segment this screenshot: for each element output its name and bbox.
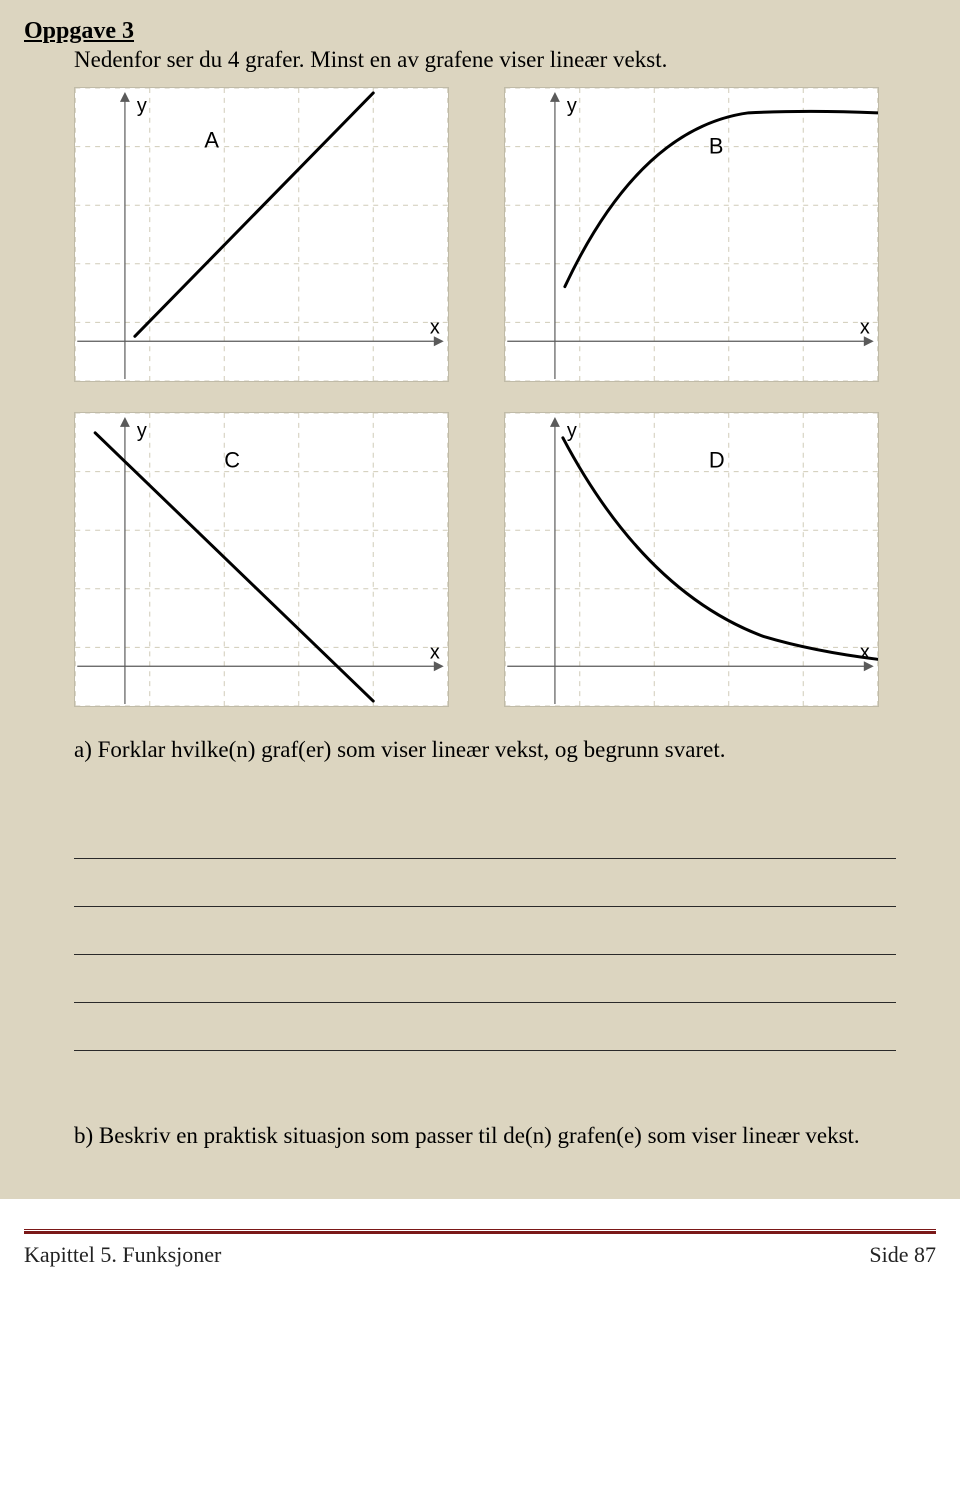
svg-text:A: A [204, 128, 219, 153]
footer-text: Kapittel 5. Funksjoner Side 87 [24, 1242, 936, 1268]
graph-row-2: y x C y x D [74, 412, 936, 707]
question-a: a) Forklar hvilke(n) graf(er) som viser … [74, 737, 936, 763]
svg-text:x: x [860, 641, 870, 663]
svg-text:y: y [567, 420, 577, 442]
footer-left: Kapittel 5. Funksjoner [24, 1242, 221, 1268]
answer-line [74, 907, 896, 955]
task-intro: Nedenfor ser du 4 grafer. Minst en av gr… [74, 47, 936, 73]
svg-text:C: C [224, 448, 240, 473]
graph-a: y x A [75, 88, 448, 381]
svg-text:B: B [709, 134, 724, 159]
graph-panel-c: y x C [74, 412, 449, 707]
exercise-box: Oppgave 3 Nedenfor ser du 4 grafer. Mins… [0, 0, 960, 1199]
svg-text:y: y [137, 95, 147, 117]
graphs-container: y x A y x B y x C y x D [74, 87, 936, 707]
svg-text:x: x [430, 641, 440, 663]
graph-b: y x B [505, 88, 878, 381]
svg-text:y: y [567, 95, 577, 117]
footer-right: Side 87 [869, 1242, 936, 1268]
answer-line [74, 1003, 896, 1051]
svg-text:D: D [709, 448, 725, 473]
question-b: b) Beskriv en praktisk situasjon som pas… [74, 1123, 936, 1149]
answer-lines [74, 811, 896, 1051]
page-footer: Kapittel 5. Funksjoner Side 87 [0, 1199, 960, 1288]
graph-row-1: y x A y x B [74, 87, 936, 382]
svg-text:x: x [860, 316, 870, 338]
task-title: Oppgave 3 [24, 18, 936, 45]
footer-rule [24, 1229, 936, 1234]
graph-panel-d: y x D [504, 412, 879, 707]
graph-d: y x D [505, 413, 878, 706]
graph-panel-b: y x B [504, 87, 879, 382]
graph-panel-a: y x A [74, 87, 449, 382]
answer-line [74, 811, 896, 859]
answer-line [74, 859, 896, 907]
svg-text:x: x [430, 316, 440, 338]
graph-c: y x C [75, 413, 448, 706]
answer-line [74, 955, 896, 1003]
svg-text:y: y [137, 420, 147, 442]
